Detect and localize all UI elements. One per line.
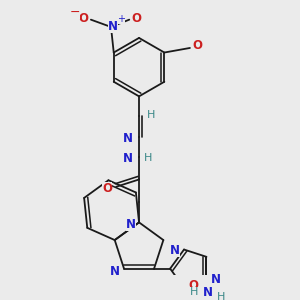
Text: H: H (190, 286, 198, 296)
Text: N: N (108, 20, 118, 34)
Text: H: H (144, 152, 152, 163)
Text: O: O (188, 279, 198, 292)
Text: H: H (147, 110, 155, 120)
Text: N: N (211, 273, 220, 286)
Text: O: O (102, 182, 112, 195)
Text: N: N (110, 265, 120, 278)
Text: N: N (203, 286, 213, 299)
Text: O: O (132, 12, 142, 25)
Text: +: + (117, 14, 125, 24)
Text: N: N (123, 152, 133, 165)
Text: N: N (123, 132, 133, 145)
Text: −: − (69, 6, 80, 19)
Text: H: H (217, 292, 225, 300)
Text: N: N (170, 244, 180, 257)
Text: N: N (126, 218, 136, 231)
Text: O: O (192, 39, 202, 52)
Text: O: O (79, 12, 88, 25)
